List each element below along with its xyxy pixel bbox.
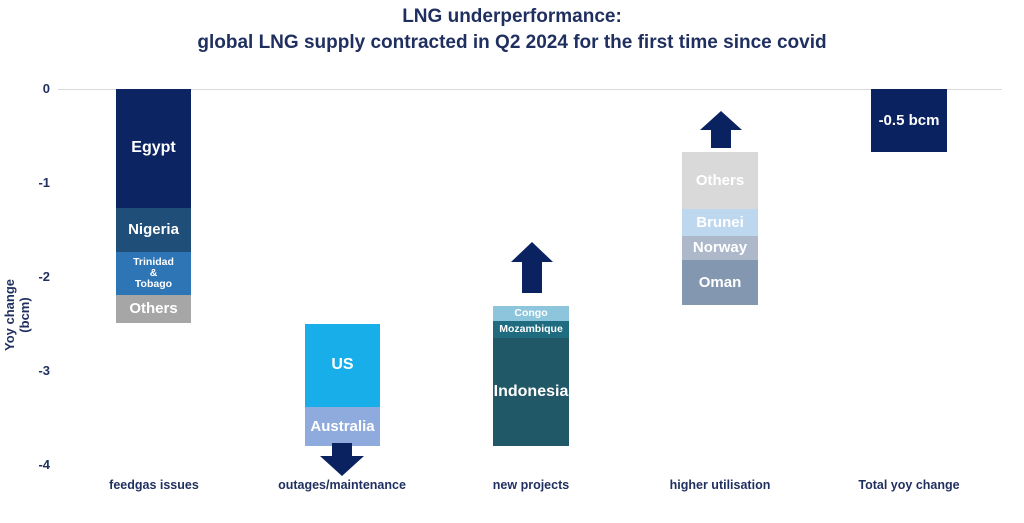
- segment-label: Trinidad: [133, 255, 174, 268]
- y-tick-minus2: -2: [38, 269, 50, 284]
- bar-segment-util-others: Others: [682, 152, 758, 209]
- arrow-up-icon: [511, 242, 553, 293]
- x-category-feedgas-issues: feedgas issues: [109, 478, 199, 492]
- y-tick-minus1: -1: [38, 175, 50, 190]
- arrow-up-icon: [700, 111, 742, 148]
- bar-segment-nigeria: Nigeria: [116, 208, 191, 252]
- total-data-label: -0.5 bcm: [878, 111, 940, 129]
- bar-segment-mozambique: Mozambique: [493, 321, 569, 338]
- segment-label: US: [331, 356, 354, 374]
- chart-title-line2: global LNG supply contracted in Q2 2024 …: [197, 32, 827, 53]
- bar-segment-oman: Oman: [682, 260, 758, 305]
- bar-segment-congo: Congo: [493, 306, 569, 321]
- segment-label: Australia: [310, 417, 375, 435]
- segment-label: Mozambique: [499, 322, 563, 335]
- x-category-higher-utilisation: higher utilisation: [669, 478, 771, 492]
- bar-segment-trinidad-tobago: Trinidad & Tobago: [116, 252, 191, 295]
- segment-label: Others: [695, 171, 745, 189]
- y-tick-minus4: -4: [38, 457, 50, 472]
- segment-label: Egypt: [131, 139, 176, 157]
- segment-label: Indonesia: [493, 382, 569, 400]
- x-category-outages-maintenance: outages/maintenance: [278, 478, 406, 492]
- x-category-total-yoy-change: Total yoy change: [858, 478, 960, 492]
- y-axis-label: Yoy change (bcm): [2, 279, 32, 352]
- segment-label: Brunei: [696, 213, 744, 231]
- segment-label: &: [149, 266, 158, 279]
- segment-label: Oman: [698, 273, 742, 291]
- x-category-new-projects: new projects: [492, 478, 570, 492]
- bar-total-yoy-change: -0.5 bcm: [871, 89, 947, 152]
- y-tick-0: 0: [42, 81, 50, 96]
- y-tick-minus3: -3: [38, 363, 50, 378]
- segment-label: Congo: [514, 306, 548, 319]
- segment-label: Nigeria: [128, 221, 179, 239]
- bar-segment-egypt: Egypt: [116, 89, 191, 208]
- bar-segment-feedgas-others: Others: [116, 295, 191, 323]
- segment-label: Tobago: [134, 278, 173, 290]
- bar-segment-australia: Australia: [305, 407, 380, 446]
- bar-segment-norway: Norway: [682, 236, 758, 260]
- bar-segment-brunei: Brunei: [682, 209, 758, 236]
- segment-label: Norway: [692, 239, 748, 257]
- bar-segment-us: US: [305, 324, 380, 407]
- zero-axis-line: [58, 89, 1002, 90]
- arrow-down-icon: [320, 443, 364, 476]
- chart-title-line1: LNG underperformance:: [402, 6, 622, 27]
- bar-segment-indonesia: Indonesia: [493, 338, 569, 446]
- segment-label: Others: [129, 300, 178, 318]
